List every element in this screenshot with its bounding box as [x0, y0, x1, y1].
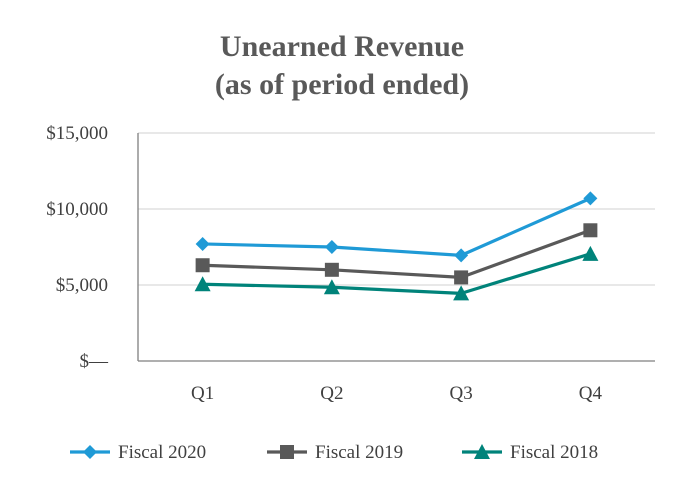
- chart-title-line-2: (as of period ended): [215, 68, 469, 101]
- legend-marker-fiscal-2020: [83, 445, 97, 459]
- series-line-fiscal-2020: [202, 196, 592, 257]
- legend-marker-fiscal-2018: [474, 444, 490, 459]
- data-point-fiscal-2019: [324, 262, 339, 277]
- data-point-fiscal-2019: [583, 223, 598, 238]
- x-tick-label: Q4: [579, 383, 603, 404]
- chart-title-line-1: Unearned Revenue: [220, 30, 464, 63]
- data-point-fiscal-2019: [195, 258, 210, 273]
- series-fiscal-2018: [194, 245, 599, 301]
- y-tick-label: $15,000: [46, 123, 108, 144]
- data-point-fiscal-2020: [583, 191, 598, 206]
- series-line-fiscal-2019: [202, 228, 591, 279]
- x-tick-label: Q2: [320, 383, 343, 404]
- legend-label-fiscal-2018: Fiscal 2018: [510, 442, 598, 463]
- series-fiscal-2019: [195, 223, 598, 285]
- y-tick-label: $—: [80, 351, 110, 372]
- legend-item-fiscal-2019: Fiscal 2019: [267, 442, 403, 463]
- data-point-fiscal-2019: [454, 270, 469, 285]
- gridlines: [138, 132, 655, 286]
- series-group: [194, 191, 599, 301]
- series-line-fiscal-2018: [202, 252, 591, 295]
- data-point-fiscal-2020: [454, 248, 469, 263]
- data-point-fiscal-2020: [195, 236, 210, 251]
- legend-label-fiscal-2020: Fiscal 2020: [118, 442, 206, 463]
- data-point-fiscal-2018: [323, 279, 340, 295]
- y-tick-label: $5,000: [56, 275, 108, 296]
- x-tick-label: Q1: [191, 383, 214, 404]
- legend-marker-fiscal-2019: [280, 445, 294, 459]
- series-fiscal-2020: [195, 191, 598, 263]
- data-point-fiscal-2018: [582, 245, 599, 261]
- legend-item-fiscal-2018: Fiscal 2018: [462, 442, 598, 463]
- y-tick-label: $10,000: [46, 199, 108, 220]
- axes: [137, 133, 655, 362]
- data-point-fiscal-2020: [324, 240, 339, 254]
- legend: Fiscal 2020 Fiscal 2019 Fiscal 2018: [70, 442, 598, 463]
- data-point-fiscal-2018: [194, 276, 211, 292]
- legend-label-fiscal-2019: Fiscal 2019: [315, 442, 403, 463]
- x-axis-ticks: Q1 Q2 Q3 Q4: [191, 383, 602, 404]
- y-axis-ticks: $— $5,000 $10,000 $15,000: [46, 123, 109, 372]
- legend-item-fiscal-2020: Fiscal 2020: [70, 442, 206, 463]
- x-tick-label: Q3: [450, 383, 473, 404]
- data-point-fiscal-2018: [453, 285, 470, 301]
